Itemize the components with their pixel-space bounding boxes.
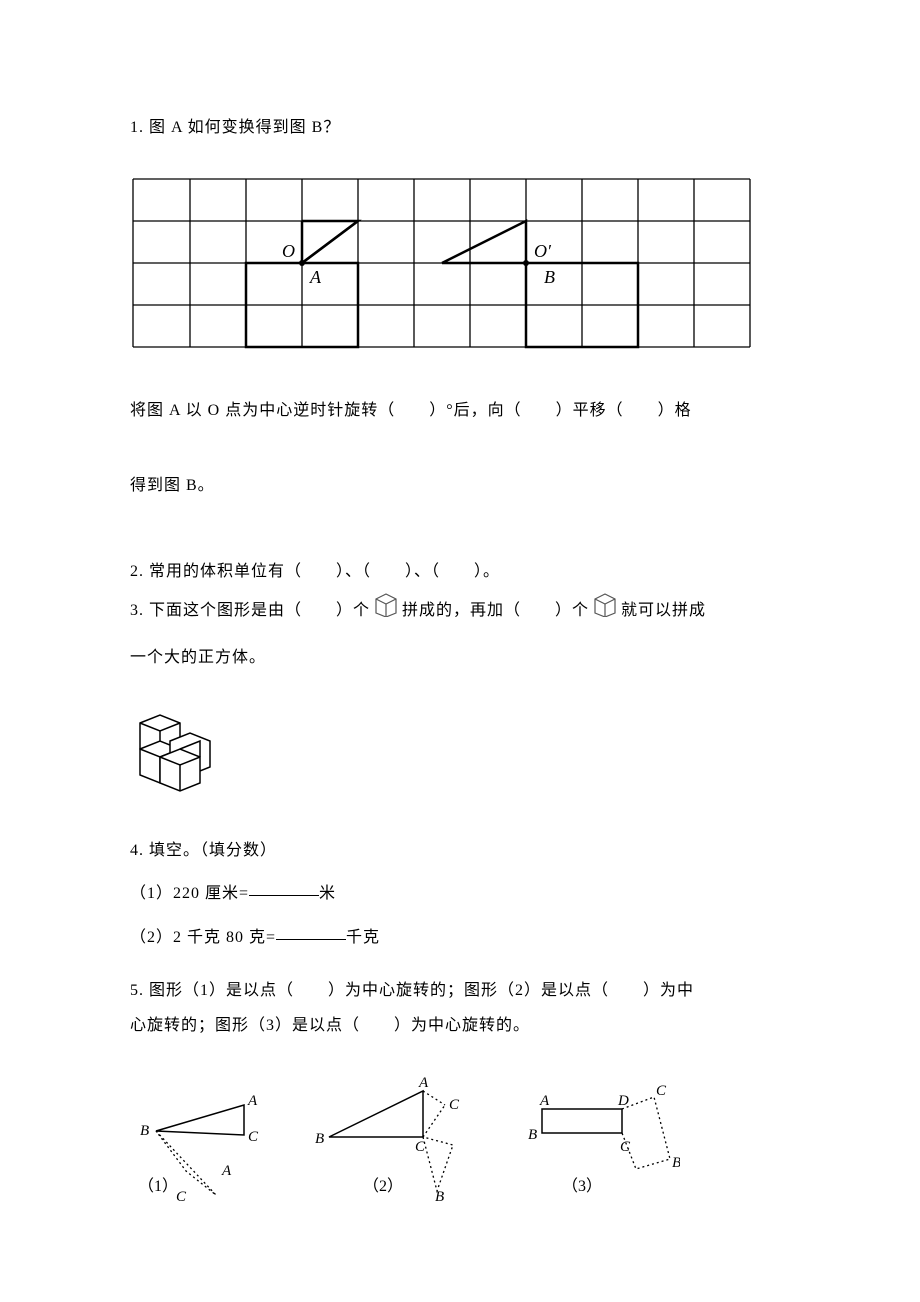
svg-text:B: B [672,1155,680,1171]
svg-text:C: C [248,1129,259,1145]
q4-item1-post: 米 [319,885,336,902]
q2-text: 2. 常用的体积单位有（ ）、（ ）、（ ）。 [130,554,790,589]
svg-text:O′: O′ [534,241,552,261]
q3-part2: 拼成的，再加（ ）个 [402,593,589,628]
q3-cube-icon-2 [591,591,619,630]
q4-item2-post: 千克 [346,929,380,946]
q5-fig1: A B C A C （1） [130,1073,270,1208]
q4-blank2 [276,924,346,940]
q1-prompt: 1. 图 A 如何变换得到图 B？ [130,110,790,145]
svg-text:D: D [617,1093,629,1109]
q4-title: 4. 填空。（填分数） [130,833,790,868]
q3-cube-figure [130,705,790,798]
svg-text:B: B [544,267,555,287]
svg-text:（2）: （2） [363,1177,403,1195]
q1-result: 得到图 B。 [130,468,790,503]
svg-text:（1）: （1） [138,1177,178,1195]
q4-blank1 [249,880,319,896]
svg-text:O: O [282,241,295,261]
q3-line: 3. 下面这个图形是由（ ）个 拼成的，再加（ ）个 就可以拼成 [130,591,790,630]
svg-text:A: A [309,267,322,287]
q5-fig2: A B C C B （2） [315,1073,475,1208]
svg-text:（3）: （3） [562,1177,602,1195]
svg-text:A: A [247,1093,258,1109]
svg-text:B: B [435,1189,444,1203]
q4-item1: （1）220 厘米= 米 [130,876,790,911]
svg-text:C: C [415,1139,426,1155]
svg-text:B: B [140,1123,149,1139]
svg-text:B: B [528,1127,537,1143]
svg-text:A: A [418,1075,429,1091]
svg-text:A: A [221,1163,232,1179]
q1-grid-figure: O A O′ B [130,175,790,358]
svg-text:C: C [656,1083,667,1099]
q4-item2: （2）2 千克 80 克= 千克 [130,920,790,955]
q3-cube-icon-1 [372,591,400,630]
svg-text:B: B [315,1131,324,1147]
q5-fig3: A D C B C B （3） [520,1073,680,1208]
q3-part3: 就可以拼成 [621,593,706,628]
q3-tail: 一个大的正方体。 [130,640,790,675]
q1-fill-line: 将图 A 以 O 点为中心逆时针旋转（ ）°后，向（ ）平移（ ）格 [130,393,790,428]
svg-text:A: A [539,1093,550,1109]
q4-item1-pre: （1）220 厘米= [130,885,249,902]
q4-item2-pre: （2）2 千克 80 克= [130,929,276,946]
q5-line1: 5. 图形（1）是以点（ ）为中心旋转的；图形（2）是以点（ ）为中 [130,973,790,1008]
q5-figures: A B C A C （1） A [130,1073,790,1208]
svg-text:C: C [620,1139,631,1155]
q3-part1: 3. 下面这个图形是由（ ）个 [130,593,370,628]
q5-line2: 心旋转的；图形（3）是以点（ ）为中心旋转的。 [130,1008,790,1043]
svg-text:C: C [449,1097,460,1113]
